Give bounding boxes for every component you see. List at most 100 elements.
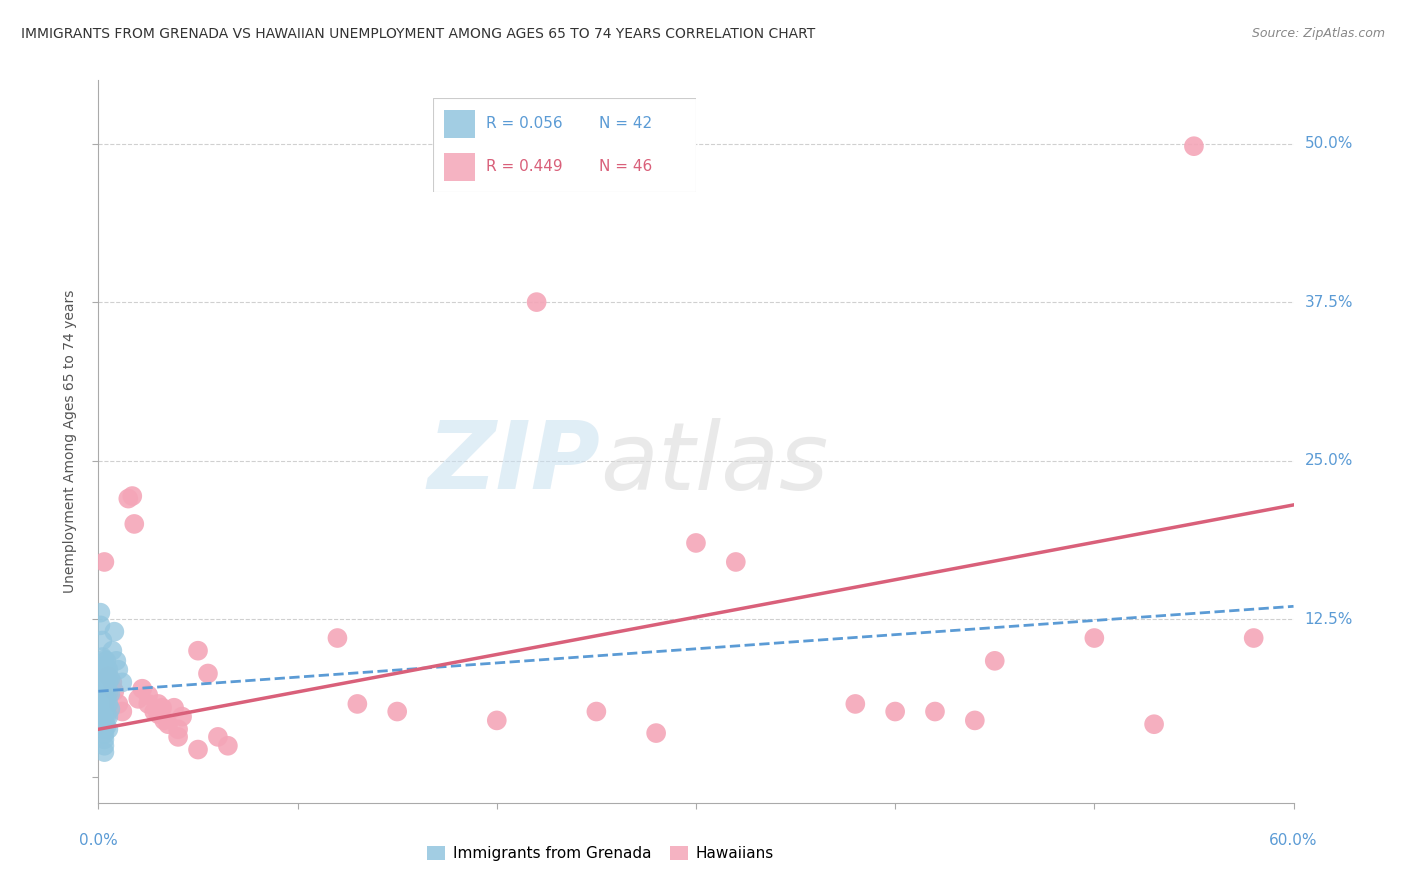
Point (148, 707, 170, 722)
Point (97, 674, 120, 689)
Point (93, 723, 115, 737)
Point (121, 489, 143, 503)
Point (187, 742, 209, 756)
Point (93, 681, 115, 696)
Point (98, 672, 122, 686)
Point (96, 709, 118, 723)
Point (1083, 631, 1105, 645)
Point (91, 633, 114, 648)
Point (107, 663, 129, 677)
Text: 25.0%: 25.0% (1305, 453, 1353, 468)
Point (167, 723, 190, 737)
Point (131, 681, 153, 696)
Point (963, 714, 986, 728)
Point (101, 643, 124, 657)
Point (97, 669, 120, 683)
Point (124, 516, 146, 531)
Point (96, 663, 118, 677)
Point (93, 659, 115, 673)
Point (724, 555, 747, 569)
Point (96, 681, 118, 696)
Point (97, 709, 120, 723)
Point (187, 643, 209, 657)
Text: ZIP: ZIP (427, 417, 600, 509)
Point (485, 714, 508, 728)
Point (98, 687, 122, 701)
Point (93, 717, 115, 731)
Point (96, 690, 118, 705)
Point (153, 714, 176, 728)
Point (526, 295, 548, 310)
Point (163, 700, 186, 714)
Point (96, 672, 118, 686)
Point (105, 654, 128, 668)
Point (143, 705, 166, 719)
Point (1182, 139, 1205, 153)
Point (385, 705, 409, 719)
Text: 50.0%: 50.0% (1305, 136, 1353, 151)
Point (89, 606, 111, 620)
Point (844, 697, 866, 711)
Point (103, 624, 125, 639)
Point (107, 697, 129, 711)
Point (148, 697, 170, 711)
Point (136, 688, 159, 702)
Point (326, 631, 349, 645)
Point (207, 730, 229, 744)
Point (150, 700, 173, 714)
Point (685, 536, 707, 550)
Point (93, 745, 115, 759)
Point (585, 705, 607, 719)
Point (217, 739, 239, 753)
Text: 37.5%: 37.5% (1305, 294, 1353, 310)
Point (96, 720, 118, 734)
Point (93, 739, 115, 753)
Point (117, 491, 139, 506)
Point (97, 697, 120, 711)
Y-axis label: Unemployment Among Ages 65 to 74 years: Unemployment Among Ages 65 to 74 years (63, 290, 77, 593)
Point (111, 675, 134, 690)
Point (884, 705, 907, 719)
Point (1243, 631, 1265, 645)
Point (93, 712, 115, 726)
Text: IMMIGRANTS FROM GRENADA VS HAWAIIAN UNEMPLOYMENT AMONG AGES 65 TO 74 YEARS CORRE: IMMIGRANTS FROM GRENADA VS HAWAIIAN UNEM… (21, 27, 815, 41)
Point (98, 702, 122, 716)
Point (172, 709, 194, 723)
Point (93, 700, 115, 714)
Point (197, 666, 219, 681)
Point (93, 666, 115, 681)
Point (97, 663, 120, 677)
Point (91, 650, 114, 665)
Point (93, 555, 115, 569)
Point (645, 726, 668, 740)
Legend: Immigrants from Grenada, Hawaiians: Immigrants from Grenada, Hawaiians (420, 840, 780, 867)
Point (96, 699, 118, 714)
Point (924, 705, 946, 719)
Point (1143, 717, 1166, 731)
Point (89, 618, 111, 632)
Point (93, 727, 115, 741)
Point (984, 654, 1007, 668)
Text: 12.5%: 12.5% (1305, 612, 1353, 626)
Point (136, 697, 159, 711)
Point (96, 654, 118, 668)
Point (93, 694, 115, 708)
Text: atlas: atlas (600, 417, 828, 508)
Point (167, 730, 190, 744)
Point (93, 688, 115, 702)
Point (127, 691, 149, 706)
Point (97, 685, 120, 699)
Text: Source: ZipAtlas.com: Source: ZipAtlas.com (1251, 27, 1385, 40)
Point (346, 697, 368, 711)
Point (93, 707, 115, 722)
Point (93, 652, 115, 666)
Point (103, 684, 125, 698)
Point (93, 674, 115, 689)
Point (101, 675, 124, 690)
Point (93, 732, 115, 747)
Text: 60.0%: 60.0% (1270, 833, 1317, 848)
Text: 0.0%: 0.0% (79, 833, 118, 848)
Point (157, 717, 180, 731)
Point (97, 723, 120, 737)
Point (111, 705, 134, 719)
